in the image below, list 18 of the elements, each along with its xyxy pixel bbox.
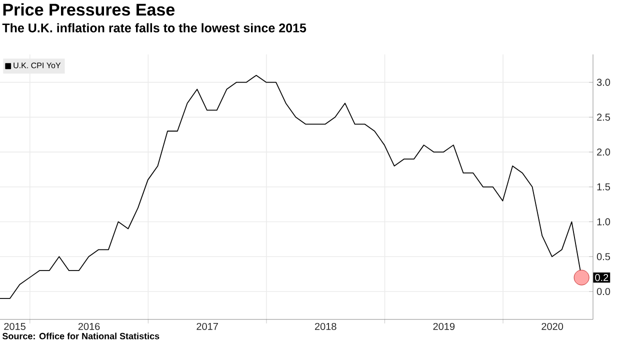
y-tick-label: 1.5 (597, 183, 610, 190)
y-tick-label: 2.0 (597, 148, 610, 156)
x-tick-label: 2015 (4, 322, 26, 330)
x-tick-label: 2018 (314, 322, 336, 330)
y-tick-label: 1.0 (597, 218, 610, 226)
chart-title: Price Pressures Ease (3, 3, 175, 16)
y-tick-label: 0.5 (596, 253, 610, 260)
y-tick-label: 3.0 (596, 78, 610, 86)
annotation: 0.2 (595, 274, 608, 282)
y-tick-label: 2.5 (597, 114, 610, 121)
x-tick-label: 2020 (542, 322, 564, 330)
chart-subtitle: The U.K. inflation rate falls to the lowest since 2015 (2, 23, 306, 32)
source-note: Source: Office for National Statistics (2, 332, 160, 340)
x-tick-label: 2017 (196, 322, 218, 330)
x-tick-label: 2019 (433, 322, 455, 330)
legend-label: U.K. CPI YoY (14, 62, 61, 68)
y-tick-label: 0.0 (596, 288, 610, 296)
x-tick-label: 2016 (78, 322, 100, 330)
